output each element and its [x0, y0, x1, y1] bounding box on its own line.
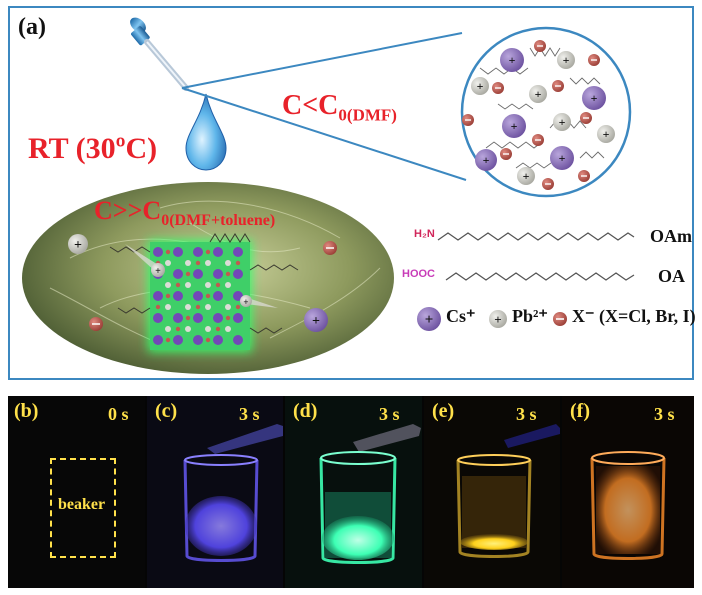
legend-x-label: X⁻ (X=Cl, Br, I) — [572, 306, 696, 326]
photo-strip: (b) 0 s beaker (c) 3 s (d) 3 s — [8, 396, 694, 588]
precursor-zoom-circle: + + + + + + + + + + + — [460, 26, 632, 198]
svg-text:+: + — [603, 127, 610, 141]
legend-pb-label: Pb²⁺ — [512, 306, 548, 326]
oam-name: OAm — [650, 226, 692, 246]
pipette-icon — [130, 17, 189, 91]
panel-b-label: (b) — [14, 400, 39, 422]
svg-text:+: + — [591, 91, 598, 105]
panel-a: + + + + + + + + + + + — [8, 6, 696, 380]
panel-a-label: (a) — [18, 14, 46, 40]
panel-e-label: (e) — [432, 400, 455, 422]
droplet-icon — [185, 93, 227, 171]
beaker-outline-box — [50, 458, 116, 558]
beaker-blue — [183, 424, 283, 562]
reaction-ellipse: + + + + — [22, 182, 394, 374]
panel-f-label: (f) — [570, 400, 590, 422]
oam-head-group: H₂N — [414, 228, 435, 240]
svg-text:+: + — [477, 79, 484, 93]
legend-cs-swatch: + — [417, 307, 441, 331]
panel-f-time: 3 s — [654, 404, 675, 424]
legend-x-swatch — [553, 312, 567, 326]
legend-cs-label: Cs⁺ — [446, 306, 476, 326]
concentration-mix-sub: 0(DMF+toluene) — [161, 212, 276, 230]
oa-name: OA — [658, 266, 685, 286]
svg-text:+: + — [535, 87, 542, 101]
svg-text:+: + — [563, 53, 570, 67]
concentration-mix-main: C>>C — [94, 196, 162, 225]
svg-text:+: + — [559, 151, 566, 165]
legend-pb-swatch: + — [489, 310, 507, 328]
panel-d-time: 3 s — [379, 404, 400, 424]
beaker-orange — [590, 451, 666, 560]
panel-a-diagram: + + + + + + + + + + + — [22, 17, 635, 374]
photo-panel-e: (e) 3 s — [424, 396, 560, 588]
concentration-dmf-main: C<C — [282, 90, 339, 121]
panel-c-label: (c) — [155, 400, 178, 422]
svg-text:+: + — [523, 169, 530, 183]
svg-text:+: + — [425, 312, 434, 328]
photo-panel-c: (c) 3 s — [147, 396, 283, 588]
panel-d-label: (d) — [293, 400, 318, 422]
panel-e-time: 3 s — [516, 404, 537, 424]
beaker-green — [319, 424, 421, 564]
zoom-line-top — [181, 32, 463, 89]
oa-head-group: HOOC — [402, 268, 435, 280]
svg-text:+: + — [511, 119, 518, 133]
svg-text:+: + — [312, 314, 320, 329]
ligand-chains — [437, 232, 635, 281]
svg-text:+: + — [155, 266, 161, 277]
svg-text:+: + — [509, 53, 516, 67]
svg-text:+: + — [494, 312, 501, 327]
svg-text:+: + — [483, 153, 490, 167]
beaker-label: beaker — [58, 496, 106, 513]
panel-c-time: 3 s — [239, 404, 260, 424]
zoom-line-bottom — [181, 87, 467, 181]
svg-text:+: + — [243, 297, 248, 307]
concentration-dmf-sub: 0(DMF) — [338, 105, 397, 125]
svg-text:+: + — [559, 115, 566, 129]
concentration-dmf-label: C<C0(DMF) — [282, 90, 397, 126]
rt-temperature-label: RT (30ºC) — [28, 132, 158, 165]
panel-b-time: 0 s — [108, 404, 129, 424]
svg-text:+: + — [74, 238, 82, 253]
photo-panel-d: (d) 3 s — [285, 396, 422, 588]
beaker-yellow — [456, 424, 560, 558]
photo-panel-b: (b) 0 s beaker — [8, 396, 145, 588]
concentration-mix-label: C>>C0(DMF+toluene) — [94, 196, 275, 230]
photo-panel-f: (f) 3 s — [562, 396, 694, 588]
